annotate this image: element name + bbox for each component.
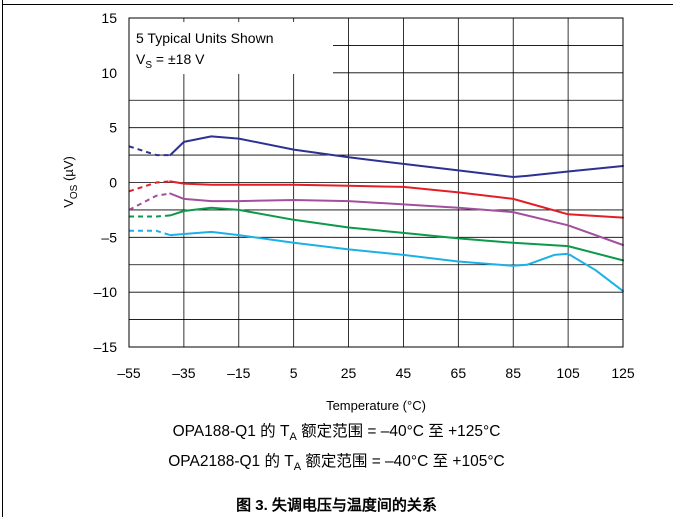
y-axis-ticks: 15 10 5 0 –5 –10 –15	[94, 10, 118, 355]
series-1-dashed	[129, 146, 170, 155]
y-tick-label: 5	[109, 120, 117, 136]
series-4-dashed	[129, 215, 170, 216]
x-axis-ticks: –55 –35 –15 5 25 45 65 85 105 125	[117, 365, 635, 381]
x-tick-label: 25	[341, 365, 357, 381]
offset-voltage-chart: 5 Typical Units Shown VS = ±18 V 151050–…	[0, 0, 673, 420]
temp-range-note-opa188: OPA188-Q1 的 TA 额定范围 = –40°C 至 +125°C	[0, 419, 673, 443]
x-tick-label: 65	[451, 365, 467, 381]
x-tick-label: –15	[227, 365, 251, 381]
y-tick-label: –15	[94, 339, 118, 355]
x-tick-label: 85	[505, 365, 521, 381]
y-tick-label: 0	[109, 175, 117, 191]
figure-caption: 图 3. 失调电压与温度间的关系	[0, 494, 673, 515]
legend-line-1: 5 Typical Units Shown	[136, 30, 273, 46]
y-tick-label: 15	[101, 10, 117, 26]
x-tick-label: –35	[172, 365, 196, 381]
series-1-line	[170, 136, 623, 177]
x-axis-label: Temperature (°C)	[326, 398, 426, 413]
series-5-line	[170, 232, 623, 291]
temp-range-note-opa2188: OPA2188-Q1 的 TA 额定范围 = –40°C 至 +105°C	[0, 449, 673, 473]
series-lines	[129, 136, 623, 291]
y-axis-label: VOS (µV)	[61, 156, 80, 208]
series-3-dashed	[129, 194, 170, 210]
y-tick-label: –10	[94, 284, 118, 300]
x-tick-label: 45	[396, 365, 412, 381]
x-tick-label: 125	[611, 365, 635, 381]
x-tick-label: –55	[117, 365, 141, 381]
series-5-dashed	[129, 231, 170, 235]
y-tick-label: 10	[101, 65, 117, 81]
x-tick-label: 105	[556, 365, 580, 381]
y-tick-label: –5	[101, 229, 117, 245]
series-2-line	[170, 181, 623, 217]
x-tick-label: 5	[290, 365, 298, 381]
